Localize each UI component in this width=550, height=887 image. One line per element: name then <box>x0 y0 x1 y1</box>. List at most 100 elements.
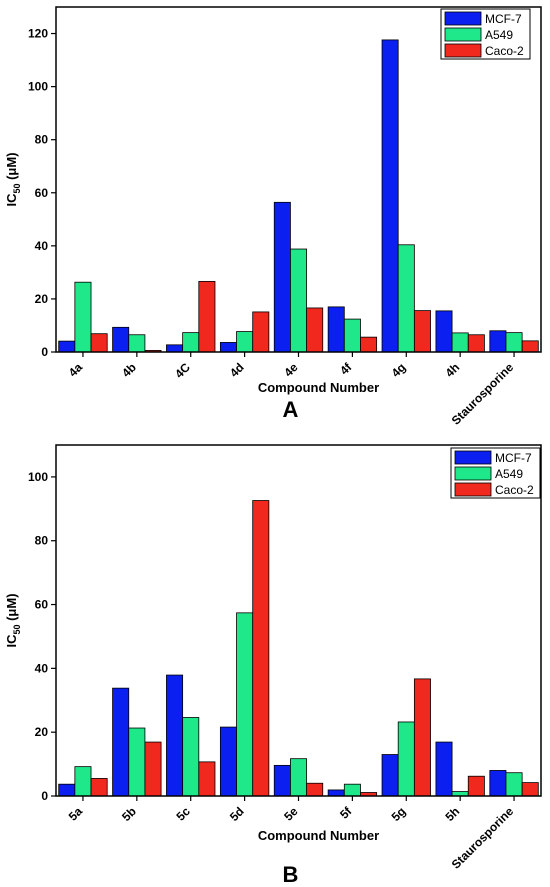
bar-4e-a549 <box>290 248 307 353</box>
legend-label-a549: A549 <box>495 467 523 481</box>
bar-5d-mcf-7 <box>219 726 237 797</box>
y-tick-label: 20 <box>35 292 49 306</box>
legend-label-mcf-7: MCF-7 <box>485 12 522 26</box>
bar-4a-mcf-7 <box>58 340 76 353</box>
bar-4e-caco-2 <box>306 307 324 353</box>
y-axis-title: IC50 (μM) <box>4 152 22 206</box>
bar-staurosporine-a549 <box>505 772 523 797</box>
bar-staurosporine-mcf-7 <box>489 330 507 353</box>
legend-label-a549: A549 <box>485 28 513 42</box>
bar-5h-mcf-7 <box>435 741 453 797</box>
bar-4c-mcf-7 <box>166 344 184 353</box>
y-axis-title-main: IC <box>4 193 19 207</box>
x-tick-label: 5g <box>389 804 409 824</box>
bar-staurosporine-a549 <box>505 332 523 353</box>
bar-4g-caco-2 <box>413 310 431 353</box>
y-tick-label: 0 <box>41 789 48 803</box>
bar-5c-a549 <box>182 717 200 797</box>
y-tick-label: 60 <box>35 598 49 612</box>
bar-5a-caco-2 <box>90 778 108 797</box>
bar-5g-a549 <box>397 721 415 797</box>
legend-label-mcf-7: MCF-7 <box>495 451 532 465</box>
bar-4d-caco-2 <box>252 311 270 353</box>
x-tick-label: 4b <box>119 360 139 380</box>
legend-swatch-a549 <box>454 466 492 481</box>
bar-5g-mcf-7 <box>381 754 399 797</box>
bar-4h-mcf-7 <box>435 310 453 353</box>
legend: MCF-7 A549 Caco-2 <box>450 447 541 499</box>
bar-4d-mcf-7 <box>219 342 237 353</box>
y-tick-label: 120 <box>28 27 48 41</box>
bar-staurosporine-caco-2 <box>521 782 539 797</box>
bar-staurosporine-caco-2 <box>521 340 539 353</box>
bar-staurosporine-mcf-7 <box>489 770 507 797</box>
y-tick-label: 20 <box>35 725 49 739</box>
y-tick-label: 0 <box>41 345 48 359</box>
legend-swatch-mcf-7 <box>454 450 492 465</box>
legend-swatch-caco-2 <box>454 482 492 497</box>
bar-5a-mcf-7 <box>58 783 76 797</box>
bar-4g-a549 <box>397 244 415 353</box>
x-tick-label: 4C <box>172 360 193 381</box>
y-tick-label: 60 <box>35 186 49 200</box>
x-axis-title: Compound Number <box>258 828 379 843</box>
x-tick-label: 5a <box>66 804 86 824</box>
y-tick-label: 80 <box>35 133 49 147</box>
bar-5h-caco-2 <box>467 775 485 797</box>
y-axis-title-unit: (μM) <box>4 152 19 183</box>
x-tick-label: 5b <box>119 804 139 824</box>
bar-4a-caco-2 <box>90 333 108 353</box>
panel-label: A <box>283 397 299 422</box>
bar-4b-mcf-7 <box>112 326 130 353</box>
x-tick-label: 4g <box>389 360 409 380</box>
bar-4h-a549 <box>451 332 469 353</box>
x-tick-label: 5e <box>281 804 301 824</box>
x-tick-label: 5d <box>227 804 247 824</box>
bar-4h-caco-2 <box>467 334 485 353</box>
legend-label-caco-2: Caco-2 <box>495 483 534 497</box>
y-axis-title-subscript: 50 <box>12 625 22 635</box>
legend: MCF-7 A549 Caco-2 <box>440 8 531 60</box>
legend-label-caco-2: Caco-2 <box>485 44 524 58</box>
y-axis-title-subscript: 50 <box>12 184 22 194</box>
bar-5f-mcf-7 <box>327 789 345 797</box>
x-tick-label: 4f <box>337 360 355 378</box>
bar-4a-a549 <box>74 281 92 353</box>
bar-5c-mcf-7 <box>166 674 184 797</box>
x-tick-label: 4e <box>281 360 301 380</box>
panel-label: B <box>283 862 299 887</box>
x-tick-label: 5h <box>442 804 462 824</box>
x-axis-title: Compound Number <box>258 380 379 395</box>
bar-4c-caco-2 <box>198 281 216 353</box>
legend-swatch-a549 <box>444 27 482 42</box>
bar-4e-mcf-7 <box>273 201 291 353</box>
bar-4d-a549 <box>236 331 254 353</box>
bar-5b-mcf-7 <box>112 687 130 797</box>
y-axis-title-unit: (μM) <box>4 593 19 624</box>
x-tick-label: 4d <box>227 360 247 380</box>
y-tick-label: 80 <box>35 534 49 548</box>
y-axis-title: IC50 (μM) <box>4 593 22 647</box>
y-tick-label: 100 <box>28 80 48 94</box>
bar-4b-a549 <box>128 334 146 353</box>
bar-4f-caco-2 <box>360 336 378 353</box>
bar-5f-a549 <box>343 783 361 797</box>
bar-5a-a549 <box>74 766 92 797</box>
bar-5e-mcf-7 <box>273 764 291 797</box>
bar-5g-caco-2 <box>413 678 431 797</box>
bar-5e-caco-2 <box>306 782 324 797</box>
bar-4f-a549 <box>343 318 361 353</box>
bar-5e-a549 <box>290 758 307 797</box>
bar-5b-caco-2 <box>144 741 162 797</box>
y-tick-label: 40 <box>35 661 49 675</box>
y-tick-label: 100 <box>28 470 48 484</box>
bar-4c-a549 <box>182 332 200 353</box>
bar-5d-a549 <box>236 612 254 797</box>
legend-swatch-caco-2 <box>444 43 482 58</box>
x-tick-label: 5c <box>173 804 193 824</box>
bar-4f-mcf-7 <box>327 306 345 353</box>
x-tick-label: 5f <box>337 804 355 822</box>
